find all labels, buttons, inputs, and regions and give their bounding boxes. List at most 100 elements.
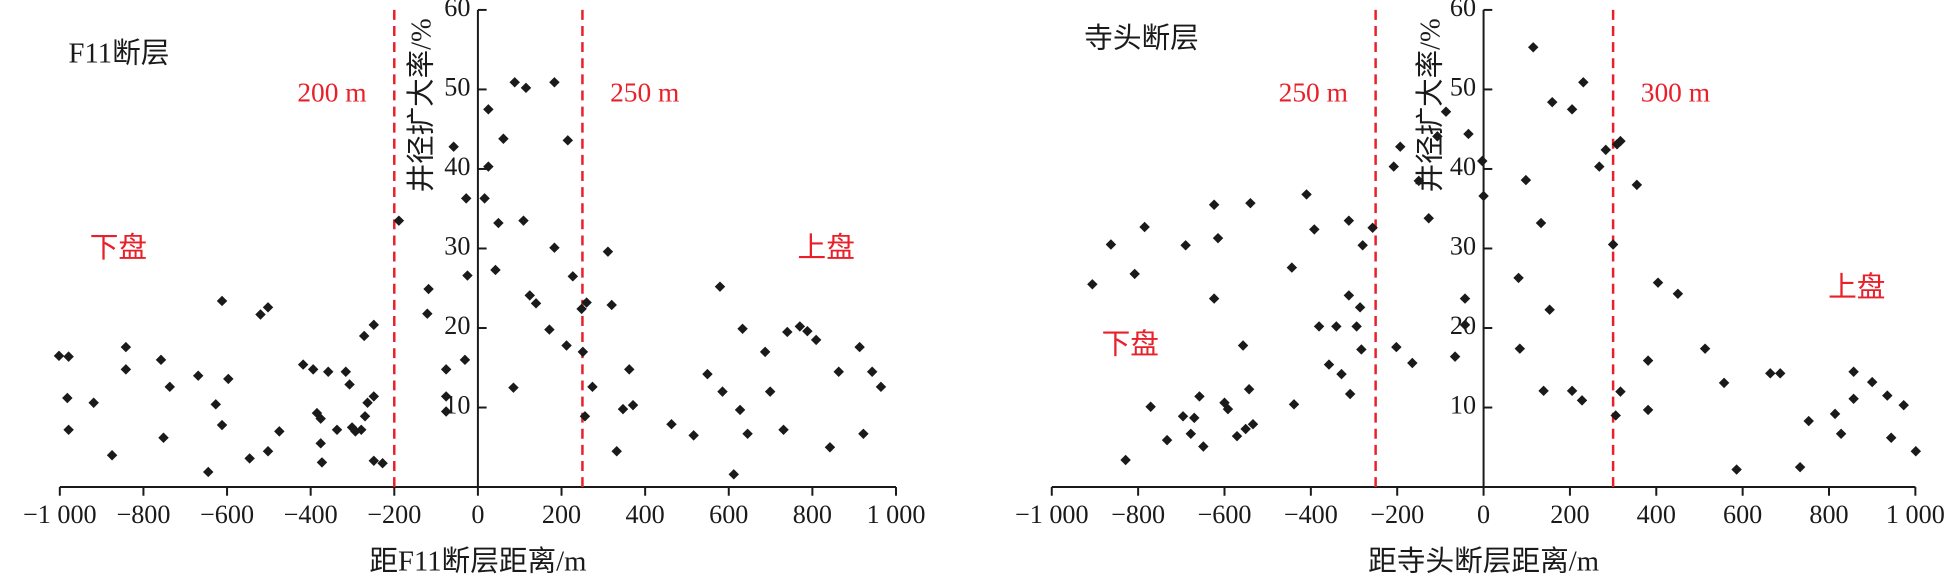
point [262, 446, 274, 457]
point [377, 457, 388, 469]
point [422, 308, 433, 319]
point [606, 299, 617, 311]
point [423, 283, 434, 295]
point [88, 397, 99, 408]
point [1566, 385, 1578, 397]
point [1611, 139, 1623, 150]
point [358, 330, 370, 342]
x-tick-label: 400 [626, 500, 665, 529]
point [666, 419, 677, 430]
point [1794, 461, 1806, 473]
point [1388, 161, 1399, 172]
x-tick-label: 0 [1477, 500, 1490, 529]
annotation: 上盘 [798, 232, 855, 264]
point [1882, 390, 1893, 401]
point [120, 341, 132, 353]
point [1898, 399, 1909, 411]
point [1185, 428, 1197, 439]
point [344, 379, 355, 390]
point [368, 455, 380, 467]
point [1407, 357, 1418, 369]
point [368, 319, 380, 331]
point [1301, 189, 1312, 200]
point [1718, 377, 1730, 389]
point [1423, 213, 1434, 224]
point [702, 368, 713, 380]
point [742, 428, 753, 439]
point [1432, 131, 1443, 142]
point [1910, 446, 1922, 457]
point [203, 466, 214, 478]
point [544, 324, 555, 335]
point [1413, 175, 1425, 187]
point [460, 193, 472, 204]
chart-title: F11断层 [69, 37, 170, 69]
point [617, 403, 629, 415]
point [1835, 428, 1847, 439]
point [1351, 321, 1362, 332]
point [549, 77, 560, 88]
point [315, 438, 326, 449]
point [549, 242, 560, 253]
x-tick-label: 1 000 [867, 500, 926, 529]
point [462, 270, 473, 281]
point [1231, 430, 1243, 442]
point [1391, 341, 1402, 353]
point [322, 366, 334, 377]
point [579, 411, 591, 422]
y-tick-label: 20 [444, 311, 470, 340]
point [1344, 388, 1356, 400]
point [524, 290, 535, 301]
point [1459, 293, 1471, 304]
point [490, 264, 501, 276]
point [368, 391, 380, 402]
point [1566, 104, 1578, 115]
point [1105, 239, 1117, 250]
y-tick-label: 50 [1450, 72, 1476, 101]
x-tick-label: −600 [200, 500, 254, 529]
point [1514, 343, 1526, 354]
x-tick-label: −800 [116, 500, 170, 529]
point [1477, 155, 1488, 167]
point [1594, 161, 1605, 172]
point [782, 326, 793, 338]
x-tick-label: −200 [1370, 500, 1424, 529]
x-tick-label: 400 [1637, 500, 1676, 529]
point [833, 366, 844, 377]
boundary-label: 300 m [1641, 78, 1710, 108]
point [1449, 351, 1461, 362]
point [734, 404, 746, 416]
point [1208, 199, 1220, 210]
point [1520, 174, 1532, 186]
point [1600, 144, 1612, 156]
point [53, 350, 65, 362]
x-tick-label: 0 [471, 500, 484, 529]
point [1478, 190, 1489, 202]
y-tick-label: 40 [1450, 152, 1476, 181]
x-tick-label: −600 [1198, 500, 1252, 529]
point [297, 359, 309, 370]
x-tick-label: 1 000 [1886, 500, 1945, 529]
point [1208, 293, 1220, 304]
x-tick-label: −400 [284, 500, 338, 529]
point [1848, 366, 1859, 377]
point [561, 340, 572, 351]
point [1343, 290, 1355, 301]
point [1237, 340, 1249, 351]
y-tick-label: 30 [1450, 232, 1476, 261]
point [1243, 384, 1255, 395]
point [244, 453, 255, 464]
x-tick-label: −1 000 [23, 500, 97, 529]
point [688, 430, 699, 441]
point [316, 457, 328, 468]
point [448, 141, 459, 152]
point [1357, 240, 1368, 251]
x-tick-label: −1 000 [1015, 500, 1089, 529]
point [255, 309, 266, 320]
point [627, 399, 639, 411]
point [62, 392, 73, 404]
point [875, 381, 887, 393]
point [1288, 399, 1300, 410]
point [1546, 96, 1558, 108]
point [1180, 240, 1191, 251]
